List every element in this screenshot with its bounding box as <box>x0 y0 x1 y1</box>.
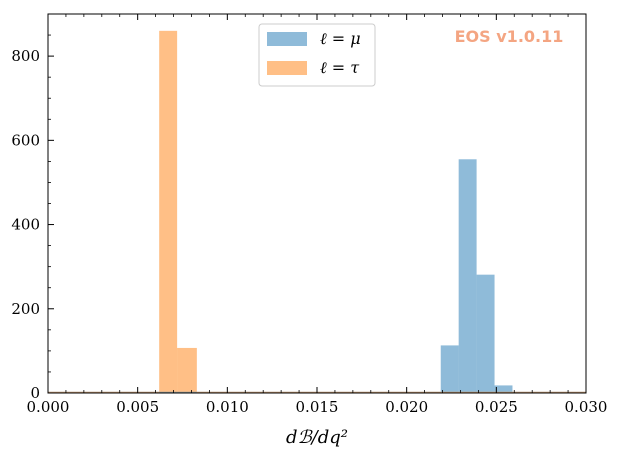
bar-mu-4 <box>476 274 495 393</box>
x-tick-label: 0.010 <box>206 398 249 416</box>
x-tick-label: 0.000 <box>27 398 70 416</box>
y-tick-label: 0 <box>30 384 40 402</box>
bar-mu-2 <box>440 345 459 393</box>
y-tick-label: 200 <box>11 300 40 318</box>
y-tick-label: 800 <box>11 47 40 65</box>
legend: ℓ = μ ℓ = τ <box>258 23 376 87</box>
legend-swatch-mu <box>267 32 307 46</box>
bar-tau-2 <box>177 347 197 393</box>
x-axis-ticks: 0.000 0.005 0.010 0.015 0.020 0.025 0.030 <box>27 14 608 416</box>
y-tick-label: 400 <box>11 216 40 234</box>
y-axis-ticks: 0 200 400 600 800 <box>11 34 54 402</box>
bar-mu-3 <box>458 159 477 393</box>
x-tick-label: 0.025 <box>475 398 518 416</box>
histogram-bars <box>159 30 513 394</box>
legend-label-tau: ℓ = τ <box>320 58 360 77</box>
x-tick-label: 0.005 <box>116 398 159 416</box>
y-tick-label: 600 <box>11 131 40 149</box>
x-tick-label: 0.015 <box>296 398 339 416</box>
bar-tau-1 <box>159 30 178 394</box>
x-tick-label: 0.030 <box>565 398 608 416</box>
x-axis-label: dℬ/dq² <box>286 427 348 448</box>
x-tick-label: 0.020 <box>385 398 428 416</box>
legend-swatch-tau <box>267 61 307 75</box>
eos-watermark: EOS v1.0.11 <box>455 27 564 46</box>
legend-label-mu: ℓ = μ <box>320 29 361 48</box>
bar-mu-5 <box>494 385 513 393</box>
